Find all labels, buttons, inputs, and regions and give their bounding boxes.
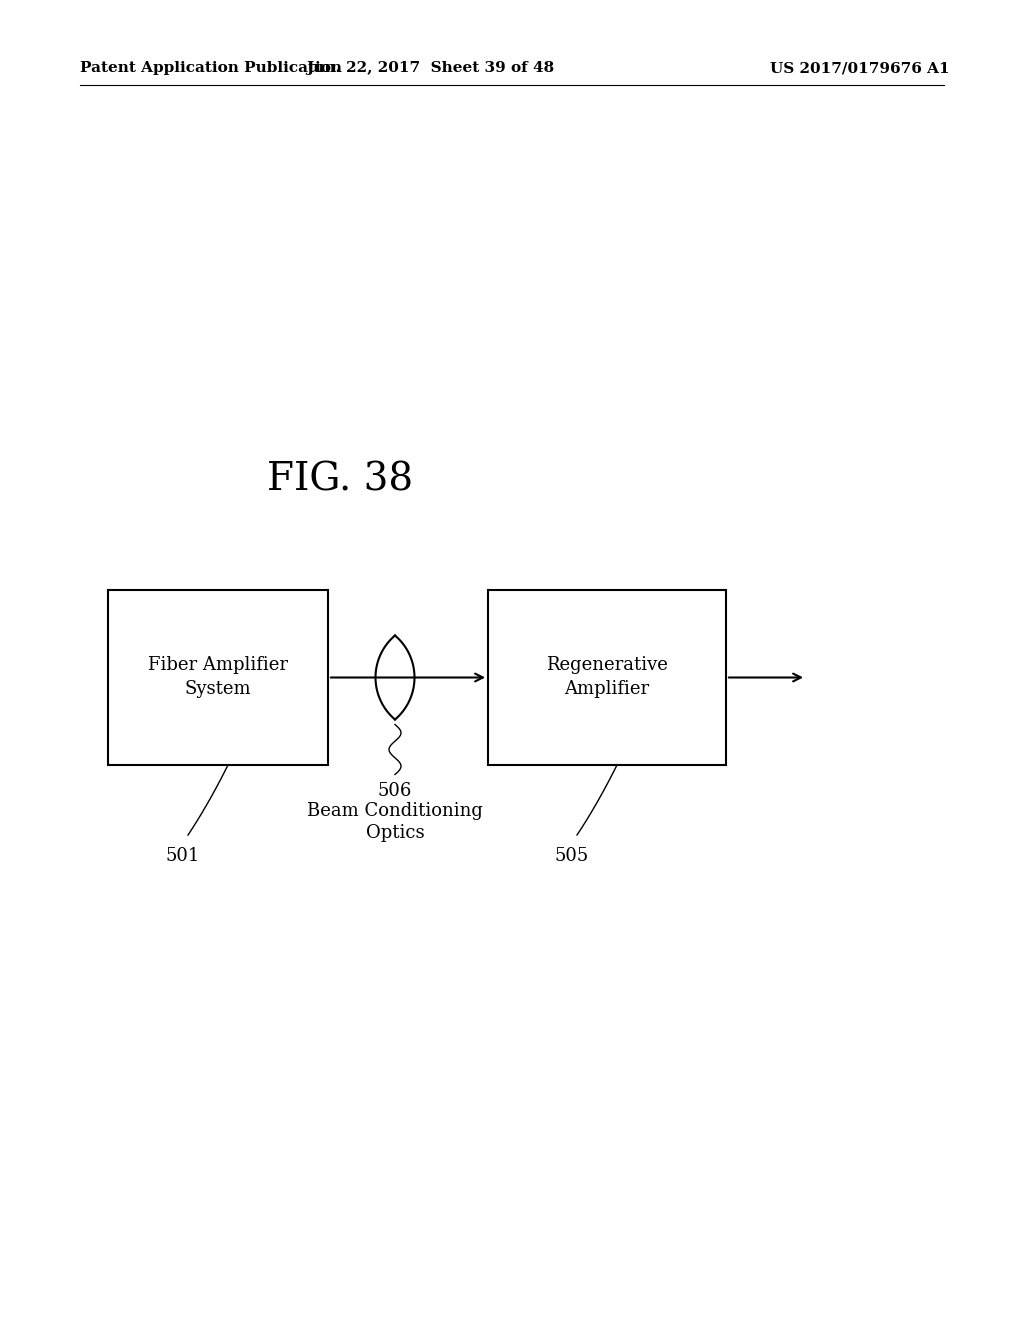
Text: Fiber Amplifier: Fiber Amplifier [148, 656, 288, 675]
Bar [488, 590, 726, 766]
Text: 501: 501 [166, 847, 200, 865]
Text: Jun. 22, 2017  Sheet 39 of 48: Jun. 22, 2017 Sheet 39 of 48 [306, 61, 554, 75]
Text: US 2017/0179676 A1: US 2017/0179676 A1 [770, 61, 950, 75]
Bar [108, 590, 328, 766]
Text: 505: 505 [555, 847, 589, 865]
Text: Optics: Optics [366, 825, 424, 842]
Text: Beam Conditioning: Beam Conditioning [307, 803, 483, 821]
Text: Amplifier: Amplifier [564, 681, 649, 698]
Text: Patent Application Publication: Patent Application Publication [80, 61, 342, 75]
Text: 506: 506 [378, 783, 413, 800]
Text: Regenerative: Regenerative [546, 656, 668, 675]
Text: FIG. 38: FIG. 38 [267, 462, 413, 499]
Text: System: System [184, 681, 251, 698]
